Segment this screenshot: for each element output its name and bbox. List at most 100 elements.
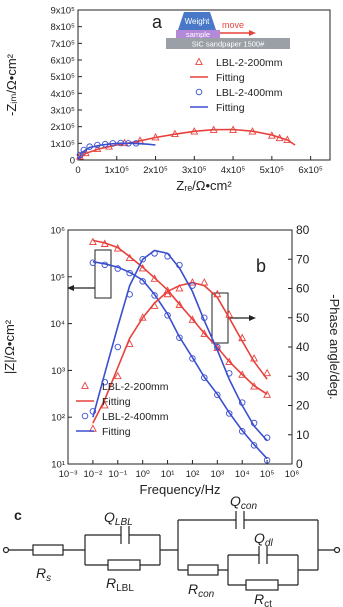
y2-tick-label: 60 <box>296 282 310 296</box>
legend-label: LBL-2-200mm <box>102 381 169 393</box>
element-label: RLBL <box>106 575 134 594</box>
data-point <box>238 370 247 378</box>
data-point <box>200 278 209 286</box>
resistor <box>107 559 141 571</box>
y-tick-label: 8x10⁵ <box>50 22 75 33</box>
data-point <box>175 283 184 292</box>
y2-tick-label: 40 <box>296 340 310 354</box>
y-axis-label: |Z|/Ω•cm² <box>2 319 17 374</box>
x-axis-label: Frequency/Hz <box>140 482 221 497</box>
x-tick-label: 10⁻³ <box>59 469 78 480</box>
legend-swatch <box>81 381 89 389</box>
capacitor <box>235 511 245 529</box>
annotations <box>67 249 256 344</box>
y-tick-label: 10² <box>51 413 65 424</box>
x-tick-label: 10¹ <box>161 469 175 480</box>
panel-label: b <box>256 256 266 276</box>
x-tick-label: 10⁻² <box>84 469 103 480</box>
y-tick-label: 9x10⁵ <box>50 6 75 17</box>
y-tick-label: 0 <box>70 156 75 167</box>
y2-tick-label: 0 <box>296 457 303 471</box>
y2-tick-label: 80 <box>296 223 310 237</box>
x-tick-label: 0 <box>75 165 80 176</box>
move-arrow-head <box>249 30 256 36</box>
y-tick-label: 10⁴ <box>50 319 65 330</box>
substrate-block <box>166 38 290 49</box>
data-point <box>188 278 197 286</box>
x-tick-label: 4x10⁵ <box>221 165 246 176</box>
y-axis-label: -Zᵢₘ/Ω•cm² <box>4 53 19 116</box>
data-point <box>138 313 147 321</box>
inset-label: Weight <box>185 17 211 26</box>
y2-tick-label: 70 <box>296 252 310 266</box>
x-tick-label: 2x10⁵ <box>143 165 168 176</box>
legend-label: Fitting <box>102 426 131 438</box>
element-label: Qdl <box>254 530 273 549</box>
y-tick-label: 2x10⁵ <box>50 122 75 133</box>
legend-label: Fitting <box>216 102 245 114</box>
fit-line <box>77 142 156 161</box>
element-label: QLBL <box>104 509 133 528</box>
x-tick-label: 10⁵ <box>260 469 275 480</box>
inset: Weight sample SiC sandpaper 1500# move <box>166 12 290 49</box>
x-tick-label: 3x10⁵ <box>182 165 207 176</box>
data-point <box>200 329 209 337</box>
data-point <box>214 391 221 399</box>
element-label: Rs <box>36 565 51 584</box>
pointer-arrow-head <box>67 285 74 291</box>
terminal <box>333 546 341 554</box>
y2-tick-label: 10 <box>296 428 310 442</box>
y-tick-label: 10⁵ <box>50 272 65 283</box>
legend-swatch <box>81 412 89 420</box>
fit-line <box>92 249 268 442</box>
inset-label: SiC sandpaper 1500# <box>192 40 265 49</box>
x-tick-label: 1x10⁵ <box>104 165 129 176</box>
y2-tick-label: 20 <box>296 399 310 413</box>
x-tick-label: 10⁰ <box>135 469 150 480</box>
terminal <box>2 546 10 554</box>
data-point <box>151 292 158 299</box>
data-point <box>201 374 208 381</box>
panel-label: c <box>14 507 22 523</box>
legend-label: LBL-2-200mm <box>216 57 283 69</box>
wires <box>8 519 335 586</box>
y-tick-label: 5x10⁵ <box>50 72 75 83</box>
data-point <box>188 315 197 323</box>
data-point <box>238 428 246 435</box>
fit-line <box>92 239 268 395</box>
pointer-arrow-head <box>249 315 256 321</box>
sample-block <box>176 30 220 38</box>
y-tick-label: 3x10⁵ <box>50 106 75 117</box>
resistor <box>32 544 64 556</box>
y-tick-label: 6x10⁵ <box>50 56 75 67</box>
panel-label: a <box>152 12 163 32</box>
element-label: Rct <box>254 591 272 607</box>
y2-tick-label: 50 <box>296 311 310 325</box>
legend-label: LBL-2-400mm <box>102 411 169 423</box>
y2-axis-label: -Phase angle/deg. <box>327 294 342 400</box>
fit-line <box>92 260 268 460</box>
inset-label: sample <box>186 30 210 39</box>
data-point <box>176 334 183 341</box>
element-label: Rcon <box>188 581 215 600</box>
element-label: Qcon <box>230 493 257 512</box>
x-tick-label: 10⁻¹ <box>108 469 127 480</box>
y-tick-label: 4x10⁵ <box>50 89 75 100</box>
fit-line <box>77 128 296 161</box>
data-point <box>114 343 122 351</box>
circuit: c Rs QLBL RLBL Qcon Rcon Qdl Rct <box>2 493 341 607</box>
data-point <box>139 278 146 285</box>
capacitor <box>120 526 130 544</box>
capacitor <box>258 546 268 564</box>
y-tick-label: 10⁶ <box>51 226 66 237</box>
y2-tick-label: 30 <box>296 369 310 383</box>
legend-swatch <box>195 57 203 65</box>
data-point <box>263 390 272 398</box>
data-point <box>113 371 122 380</box>
inset-label: move <box>222 20 244 30</box>
legend-label: Fitting <box>216 72 245 84</box>
x-tick-label: 10⁶ <box>285 469 300 480</box>
data-point <box>263 457 271 464</box>
data-point <box>89 408 97 415</box>
